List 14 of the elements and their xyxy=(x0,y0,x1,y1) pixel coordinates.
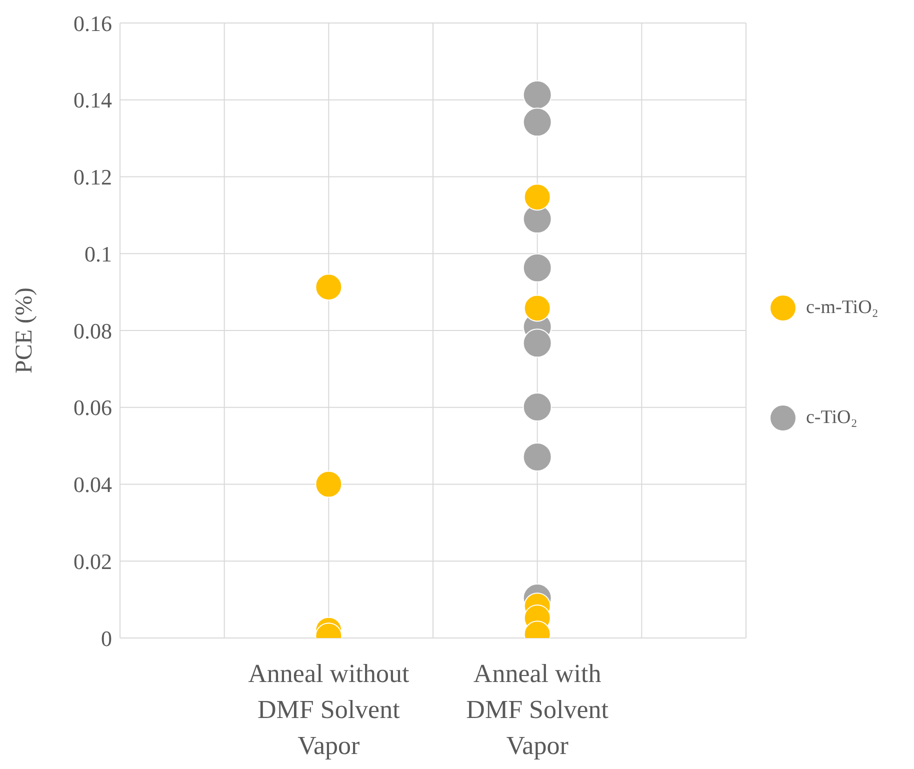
y-tick-label: 0.1 xyxy=(84,241,112,266)
legend-label: c-TiO₂ xyxy=(806,407,858,429)
y-tick-label: 0.16 xyxy=(74,10,112,36)
x-tick-label: Anneal without DMF Solvent Vapor xyxy=(248,659,410,760)
y-tick-label: 0.04 xyxy=(74,472,112,498)
y-tick-label: 0.14 xyxy=(74,88,112,113)
y-tick-label: 0.02 xyxy=(74,548,112,574)
y-tick-label: 0.06 xyxy=(74,395,112,420)
y-tick-label: 0.12 xyxy=(74,164,112,190)
y-axis-title: PCE (%) xyxy=(12,288,38,374)
y-tick-label: 0.08 xyxy=(74,318,112,344)
y-tick-label: 0 xyxy=(101,626,112,651)
legend-label: c-m-TiO₂ xyxy=(806,297,878,319)
x-tick-label: Anneal with DMF Solvent Vapor xyxy=(466,659,610,760)
